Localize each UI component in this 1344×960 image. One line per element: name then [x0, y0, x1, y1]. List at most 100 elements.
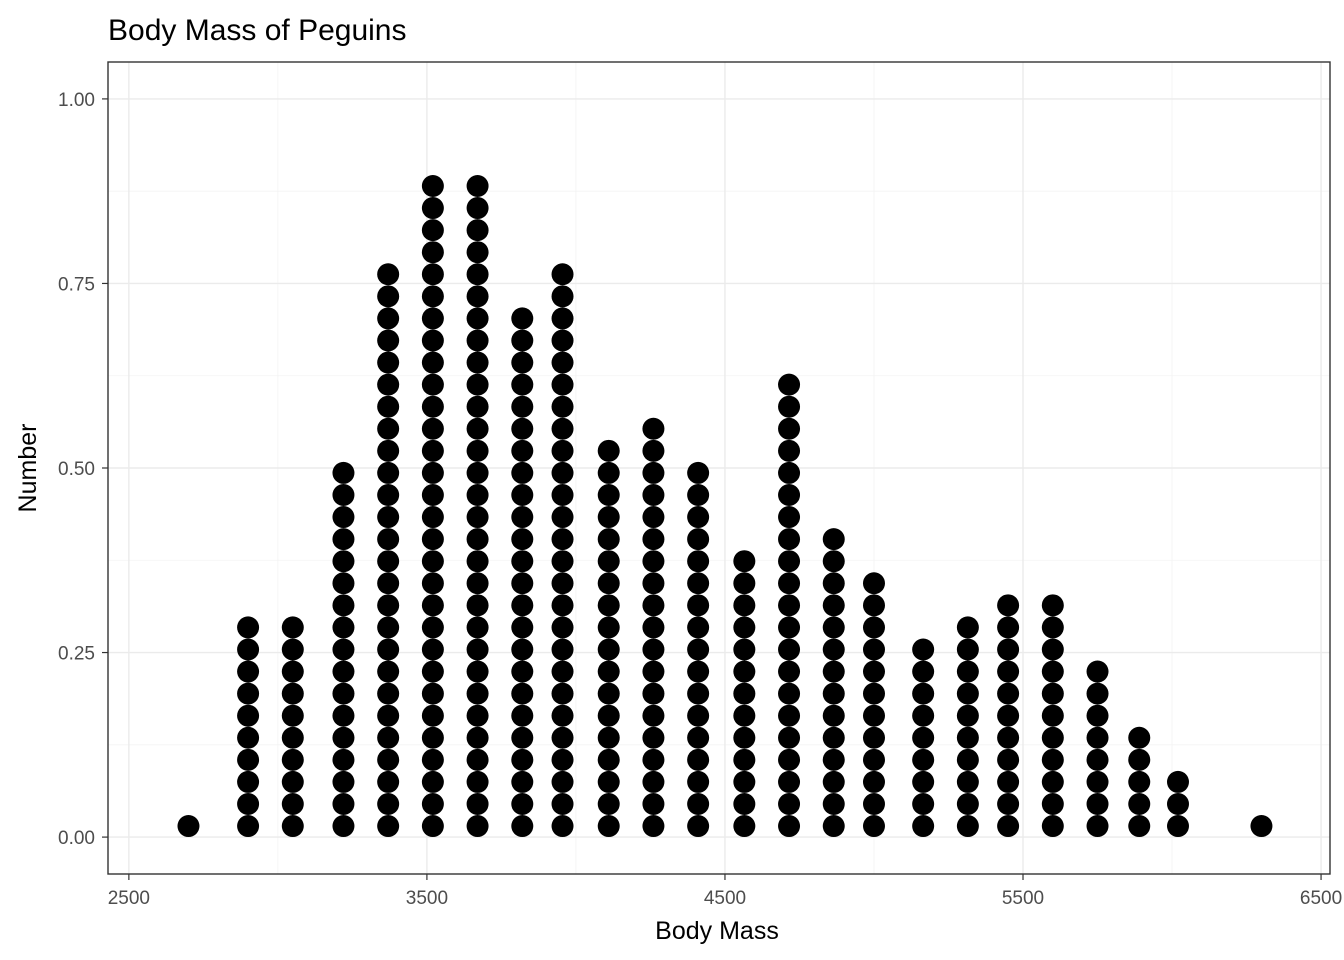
- data-dot: [778, 660, 801, 683]
- data-dot: [642, 638, 665, 661]
- data-dot: [778, 572, 801, 595]
- data-dot: [687, 594, 710, 617]
- data-dot: [551, 704, 574, 727]
- data-dot: [597, 506, 620, 529]
- data-dot: [421, 219, 444, 242]
- data-dot: [551, 483, 574, 506]
- data-dot: [466, 616, 489, 639]
- data-dot: [511, 748, 534, 771]
- data-dot: [466, 660, 489, 683]
- data-dot: [862, 616, 885, 639]
- data-dot: [687, 660, 710, 683]
- data-dot: [597, 726, 620, 749]
- data-dot: [421, 770, 444, 793]
- data-dot: [956, 770, 979, 793]
- data-dot: [778, 616, 801, 639]
- data-dot: [466, 483, 489, 506]
- data-dot: [597, 682, 620, 705]
- data-dot: [281, 638, 304, 661]
- data-dot: [421, 704, 444, 727]
- data-dot: [862, 594, 885, 617]
- data-dot: [551, 329, 574, 352]
- data-dot: [597, 572, 620, 595]
- data-dot: [822, 815, 845, 838]
- data-dot: [597, 550, 620, 573]
- data-dot: [281, 682, 304, 705]
- data-dot: [956, 682, 979, 705]
- data-dot: [1086, 726, 1109, 749]
- data-dot: [466, 792, 489, 815]
- data-dot: [421, 395, 444, 418]
- data-dot: [778, 748, 801, 771]
- data-dot: [421, 616, 444, 639]
- data-dot: [466, 506, 489, 529]
- data-dot: [551, 417, 574, 440]
- data-dot: [956, 704, 979, 727]
- data-dot: [377, 572, 400, 595]
- data-dot: [687, 483, 710, 506]
- y-tick-label: 1.00: [58, 90, 95, 111]
- data-dot: [511, 395, 534, 418]
- data-dot: [687, 815, 710, 838]
- data-dot: [511, 616, 534, 639]
- data-dot: [466, 417, 489, 440]
- data-dot: [687, 638, 710, 661]
- data-dot: [551, 285, 574, 308]
- data-dot: [551, 572, 574, 595]
- data-dot: [466, 572, 489, 595]
- data-dot: [642, 792, 665, 815]
- data-dot: [377, 307, 400, 330]
- data-dot: [778, 704, 801, 727]
- data-dot: [862, 726, 885, 749]
- data-dot: [332, 506, 355, 529]
- data-dot: [733, 815, 756, 838]
- data-dot: [778, 506, 801, 529]
- data-dot: [778, 373, 801, 396]
- data-dot: [642, 439, 665, 462]
- data-dot: [332, 815, 355, 838]
- data-dot: [281, 704, 304, 727]
- data-dot: [466, 241, 489, 264]
- data-dot: [1041, 704, 1064, 727]
- data-dot: [421, 373, 444, 396]
- data-dot: [511, 815, 534, 838]
- data-dot: [687, 726, 710, 749]
- data-dot: [862, 704, 885, 727]
- data-dot: [862, 572, 885, 595]
- data-dot: [822, 594, 845, 617]
- data-dot: [597, 660, 620, 683]
- data-dot: [466, 594, 489, 617]
- data-dot: [778, 682, 801, 705]
- data-dot: [421, 483, 444, 506]
- data-dot: [1166, 770, 1189, 793]
- data-dot: [511, 307, 534, 330]
- data-dot: [642, 815, 665, 838]
- data-dot: [956, 726, 979, 749]
- data-dot: [421, 660, 444, 683]
- data-dot: [421, 682, 444, 705]
- data-dot: [377, 506, 400, 529]
- data-dot: [281, 726, 304, 749]
- data-dot: [551, 263, 574, 286]
- data-dot: [421, 815, 444, 838]
- data-dot: [551, 726, 574, 749]
- data-dot: [511, 726, 534, 749]
- data-dot: [421, 351, 444, 374]
- data-dot: [332, 726, 355, 749]
- data-dot: [377, 748, 400, 771]
- data-dot: [1041, 616, 1064, 639]
- data-dot: [642, 704, 665, 727]
- data-dot: [281, 770, 304, 793]
- data-dot: [822, 660, 845, 683]
- data-dot: [1166, 792, 1189, 815]
- data-dot: [421, 528, 444, 551]
- x-tick-label: 2500: [108, 888, 150, 909]
- data-dot: [778, 770, 801, 793]
- data-dot: [822, 550, 845, 573]
- data-dot: [551, 351, 574, 374]
- data-dot: [687, 506, 710, 529]
- data-dot: [511, 638, 534, 661]
- data-dot: [642, 594, 665, 617]
- data-dot: [281, 792, 304, 815]
